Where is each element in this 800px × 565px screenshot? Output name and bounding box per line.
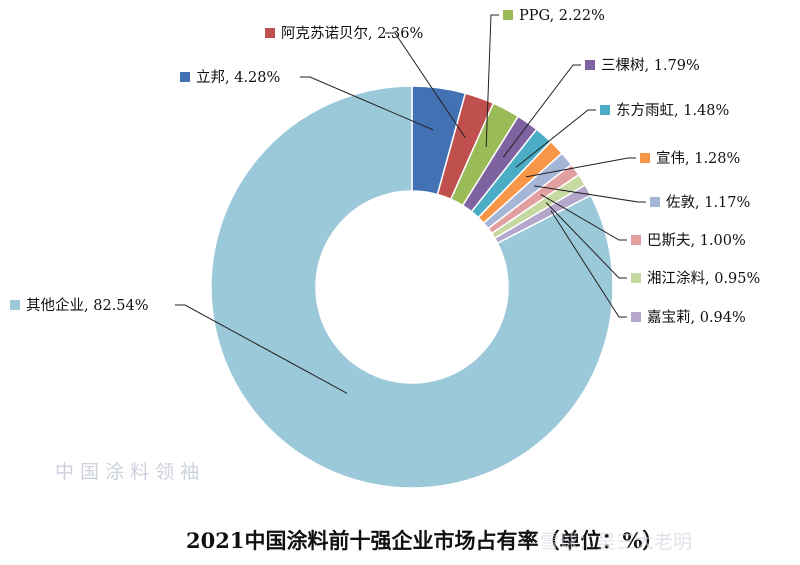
legend-marker-6 bbox=[640, 153, 650, 163]
legend-marker-8 bbox=[631, 235, 641, 245]
legend-marker-3 bbox=[503, 10, 513, 20]
data-label-2: 阿克苏诺贝尔, 2.36% bbox=[281, 25, 423, 42]
legend-marker-1 bbox=[180, 72, 190, 82]
labels-group: 立邦, 4.28% 阿克苏诺贝尔, 2.36% PPG, 2.22% 三棵树, 1.7… bbox=[10, 8, 760, 326]
data-label-5: 东方雨虹, 1.48% bbox=[616, 102, 729, 119]
leader-line-4 bbox=[502, 64, 581, 158]
data-label-10: 嘉宝莉, 0.94% bbox=[647, 309, 746, 326]
data-label-1: 立邦, 4.28% bbox=[196, 69, 280, 86]
leader-line-5 bbox=[515, 109, 596, 168]
data-label-3: PPG, 2.22% bbox=[519, 8, 605, 24]
watermark: 中 国 涂 料 领 袖 bbox=[55, 461, 199, 483]
leader-line-2 bbox=[385, 32, 466, 139]
legend-marker-9 bbox=[631, 273, 641, 283]
slice-11 bbox=[210, 85, 614, 489]
legend-marker-10 bbox=[631, 312, 641, 322]
leader-line-3 bbox=[485, 14, 499, 147]
leader-line-6 bbox=[525, 157, 636, 178]
data-label-11: 其他企业, 82.54% bbox=[26, 296, 149, 314]
leader-lines-group bbox=[175, 14, 646, 394]
leader-line-9 bbox=[545, 202, 627, 279]
legend-marker-7 bbox=[650, 197, 660, 207]
legend-marker-11 bbox=[10, 300, 20, 310]
leader-line-7 bbox=[534, 185, 646, 203]
source-watermark: 雪球：吴三大老明 bbox=[540, 531, 692, 553]
legend-marker-2 bbox=[265, 28, 275, 38]
leader-line-11 bbox=[175, 304, 348, 394]
leader-line-1 bbox=[300, 76, 434, 131]
chart-title: 2021中国涂料前十强企业市场占有率（单位：%） bbox=[186, 528, 663, 553]
slices-group bbox=[210, 85, 614, 489]
data-label-7: 佐敦, 1.17% bbox=[666, 194, 750, 211]
data-label-9: 湘江涂料, 0.95% bbox=[647, 270, 760, 287]
data-label-6: 宣伟, 1.28% bbox=[656, 150, 740, 167]
legend-marker-4 bbox=[585, 60, 595, 70]
data-label-8: 巴斯夫, 1.00% bbox=[647, 232, 746, 249]
legend-marker-5 bbox=[600, 105, 610, 115]
leader-line-8 bbox=[540, 194, 627, 241]
data-label-4: 三棵树, 1.79% bbox=[601, 57, 700, 74]
leader-line-10 bbox=[550, 210, 627, 318]
